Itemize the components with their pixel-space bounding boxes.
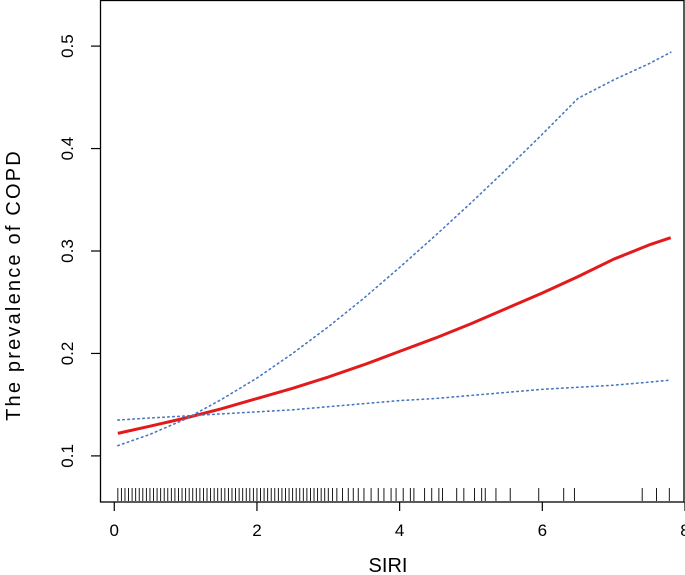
fitted-line	[117, 236, 672, 435]
x-axis-label: SIRI	[369, 555, 408, 575]
x-tick-label: 4	[395, 521, 404, 540]
y-axis: 0.1 0.2 0.3 0.4 0.5	[58, 34, 100, 468]
y-tick-label: 0.2	[58, 342, 77, 366]
y-tick-label: 0.3	[58, 239, 77, 263]
x-tick-label: 2	[252, 521, 261, 540]
y-tick-label: 0.5	[58, 34, 77, 58]
upper-ci-line	[117, 51, 672, 447]
x-axis: 0 2 4 6 8	[110, 502, 685, 540]
x-tick-label: 0	[110, 521, 119, 540]
series-lines	[117, 51, 672, 447]
x-tick-label: 8	[680, 521, 685, 540]
y-axis-label: The prevalence of COPD	[3, 149, 25, 421]
x-tick-label: 6	[538, 521, 547, 540]
y-tick-label: 0.4	[58, 137, 77, 161]
plot-area-frame	[99, 0, 685, 503]
lower-ci-line	[117, 379, 672, 421]
y-tick-label: 0.1	[58, 444, 77, 468]
plot-border	[99, 0, 685, 503]
rug-marks	[117, 488, 670, 501]
